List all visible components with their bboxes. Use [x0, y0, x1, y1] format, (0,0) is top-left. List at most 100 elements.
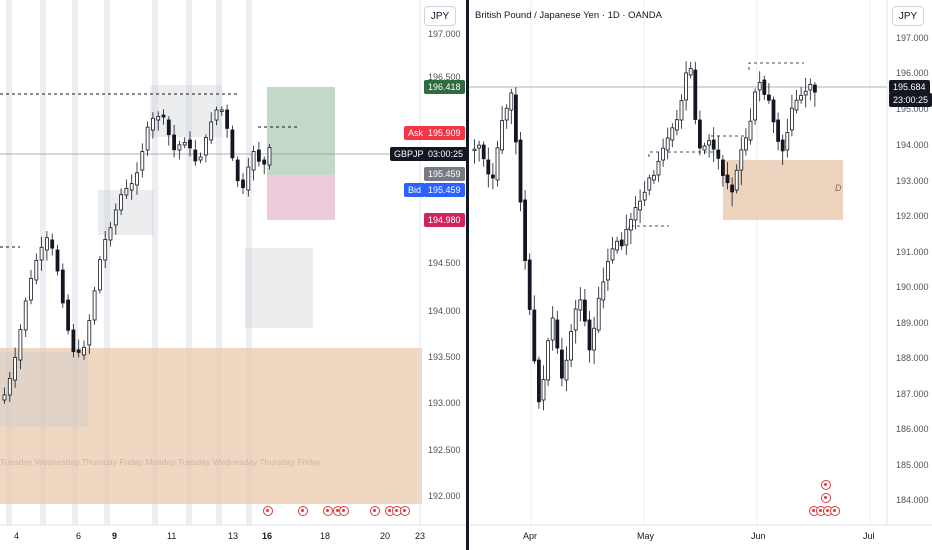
candle-body — [55, 249, 60, 272]
current-price-tag: 195.459 — [424, 167, 465, 181]
candle-body — [656, 160, 661, 176]
right-chart-pane[interactable]: British Pound / Japanese Yen · 1D · OAND… — [469, 0, 932, 550]
candle-body — [739, 149, 744, 171]
candle-body — [684, 72, 689, 101]
candle-body — [670, 127, 675, 141]
candle-body — [108, 227, 113, 241]
economic-event-icon[interactable] — [821, 493, 831, 503]
candle-body — [66, 299, 70, 331]
grey-zone — [0, 352, 88, 427]
economic-event-icon[interactable] — [830, 506, 840, 516]
candle-body — [188, 139, 192, 149]
candle-body — [486, 159, 491, 175]
candle-body — [198, 156, 203, 161]
candle-body — [748, 120, 753, 141]
price-tick: 192.000 — [428, 491, 461, 501]
candle-body — [246, 166, 251, 191]
candle-body — [619, 239, 624, 247]
date-tick: 11 — [167, 531, 177, 541]
candle-body — [161, 114, 166, 118]
ask-price-tag: 195.909 — [424, 126, 465, 140]
candle-body — [555, 319, 560, 349]
candle-body — [550, 317, 555, 341]
candle-body — [780, 139, 785, 152]
candle-body — [214, 109, 219, 121]
candle-body — [596, 297, 601, 331]
candle-body — [688, 68, 693, 76]
date-tick: 6 — [76, 531, 82, 541]
session-separator — [40, 0, 46, 525]
price-tick: 196.000 — [896, 68, 929, 78]
candle-body — [477, 144, 482, 149]
candle-body — [674, 119, 679, 131]
demand-zone — [0, 348, 422, 504]
economic-event-icon[interactable] — [400, 506, 410, 516]
economic-event-icon[interactable] — [298, 506, 308, 516]
candle-body — [518, 139, 523, 203]
price-tick: 196.500 — [428, 72, 461, 82]
candle-body — [230, 129, 235, 159]
candle-body — [45, 237, 49, 251]
price-tick: 197.000 — [896, 33, 929, 43]
candle-body — [50, 239, 55, 249]
currency-button[interactable]: JPY — [424, 6, 456, 26]
symbol-tag: GBPJPY — [390, 147, 434, 161]
left-chart-pane[interactable]: Tuesday Wednesday Thursday Friday Monday… — [0, 0, 466, 550]
candle-body — [702, 145, 707, 151]
date-tick: Jun — [751, 531, 766, 541]
candle-body — [527, 259, 532, 310]
candle-body — [753, 91, 758, 121]
candle-body — [766, 94, 771, 101]
session-separator — [104, 0, 110, 525]
price-tick: 187.000 — [896, 389, 929, 399]
candle-body — [665, 137, 670, 151]
candle-body — [92, 290, 97, 321]
economic-event-icon[interactable] — [370, 506, 380, 516]
candle-body — [605, 261, 610, 281]
session-separator — [72, 0, 78, 525]
candle-body — [82, 346, 86, 356]
candle-body — [156, 116, 161, 121]
candle-body — [150, 117, 155, 131]
date-tick: 13 — [228, 531, 239, 541]
session-separator — [246, 0, 252, 525]
candle-body — [256, 149, 261, 162]
economic-event-icon[interactable] — [323, 506, 333, 516]
price-tick: 197.000 — [428, 29, 461, 39]
candle-body — [743, 137, 748, 151]
candle-body — [592, 327, 596, 351]
candle-body — [481, 144, 486, 160]
candle-body — [651, 174, 656, 181]
candle-body — [119, 194, 123, 211]
pane-divider[interactable] — [466, 0, 469, 550]
session-separator — [152, 0, 158, 525]
candle-body — [569, 331, 573, 361]
countdown-tag: 23:00:25 — [889, 93, 932, 107]
price-tick: 194.500 — [428, 258, 461, 268]
weekday-labels: Tuesday Wednesday Thursday Friday Monday… — [0, 457, 321, 467]
right-chart-canvas[interactable] — [469, 0, 932, 550]
target-price-tag: 196.418 — [424, 80, 465, 94]
stop-price-tag: 194.980 — [424, 213, 465, 227]
candle-body — [734, 169, 739, 191]
take-profit-zone — [267, 87, 335, 175]
date-tick: 9 — [112, 531, 118, 541]
left-chart-canvas[interactable] — [0, 0, 466, 550]
current-price-tag: 195.684 — [889, 80, 930, 94]
candle-body — [560, 349, 564, 379]
currency-button[interactable]: JPY — [892, 6, 924, 26]
economic-event-icon[interactable] — [263, 506, 273, 516]
structure-line — [648, 151, 719, 157]
candle-body — [647, 177, 652, 191]
candle-body — [564, 359, 569, 381]
bid-price-tag: 195.459 — [424, 183, 465, 197]
candle-body — [697, 119, 702, 149]
economic-event-icon[interactable] — [339, 506, 349, 516]
price-tick: 193.500 — [428, 352, 461, 362]
candle-body — [490, 174, 495, 179]
economic-event-icon[interactable] — [821, 480, 831, 490]
session-separator — [186, 0, 192, 525]
symbol-title[interactable]: British Pound / Japanese Yen · 1D · OAND… — [475, 10, 662, 21]
candle-body — [661, 147, 666, 161]
countdown-tag: 03:00:25 — [424, 147, 466, 161]
